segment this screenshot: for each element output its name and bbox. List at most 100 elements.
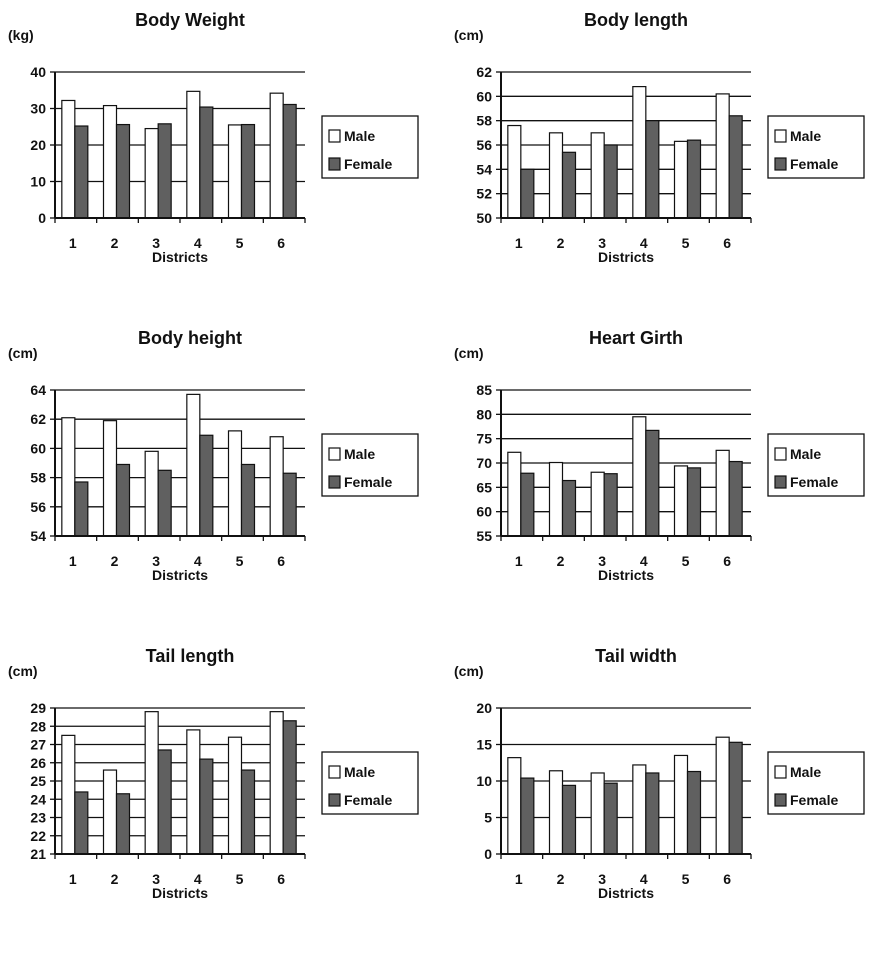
y-tick-label: 22 [30, 828, 46, 844]
bar-female [115, 793, 131, 855]
x-tick-label: 1 [69, 235, 77, 251]
bar-male [548, 770, 564, 855]
y-unit-label: (cm) [454, 663, 484, 679]
y-tick-label: 55 [476, 528, 492, 544]
bar-male [227, 736, 243, 855]
bar-female [520, 472, 535, 537]
bar-male [61, 417, 76, 537]
y-tick-label: 29 [30, 700, 46, 716]
chart-body-height: Body height (cm) 54 56 58 60 62 64 1 2 3 4 5 6 Distric… [0, 318, 446, 636]
bar-male [102, 420, 118, 537]
bar-female [728, 741, 743, 855]
legend-label-male: Male [344, 446, 375, 462]
legend-label-male: Male [790, 128, 821, 144]
x-tick-label: 4 [640, 871, 648, 887]
y-tick-label: 28 [30, 718, 46, 734]
legend-label-female: Female [344, 474, 392, 490]
chart-body-weight: Body Weight (kg) 0 10 20 30 40 1 2 3 4 5 6 Districts M… [0, 0, 446, 318]
y-unit-label: (cm) [8, 345, 38, 361]
bar-male [227, 124, 243, 219]
bar-male [507, 451, 522, 537]
y-tick-label: 75 [476, 431, 492, 447]
bar-female [240, 123, 256, 219]
x-tick-label: 6 [277, 553, 285, 569]
legend-swatch-female [774, 157, 787, 171]
x-tick-label: 2 [111, 871, 119, 887]
x-tick-label: 4 [194, 871, 202, 887]
legend-swatch-male [328, 447, 341, 461]
legend-swatch-female [328, 793, 341, 807]
bar-male [632, 85, 647, 219]
x-tick-label: 3 [598, 871, 606, 887]
bar-female [686, 770, 702, 855]
x-tick-label: 5 [236, 553, 244, 569]
bar-male [102, 769, 118, 855]
x-tick-label: 1 [69, 553, 77, 569]
y-tick-label: 25 [30, 773, 46, 789]
y-tick-label: 20 [476, 700, 492, 716]
bar-female [199, 106, 214, 219]
bar-male [632, 416, 647, 537]
bar-female [74, 125, 89, 219]
x-tick-label: 3 [152, 235, 160, 251]
y-tick-label: 40 [30, 64, 46, 80]
y-tick-label: 58 [30, 470, 46, 486]
x-tick-label: 2 [111, 553, 119, 569]
bar-female [282, 720, 297, 855]
chart-heart-girth-svg: Heart Girth (cm) 55 60 65 70 75 80 85 1 2 3 4 5 6 Distr… [454, 328, 865, 583]
x-tick-label: 2 [557, 871, 565, 887]
bar-male [269, 92, 284, 219]
legend-label-male: Male [790, 446, 821, 462]
y-tick-label: 70 [476, 455, 492, 471]
x-tick-label: 4 [640, 235, 648, 251]
y-tick-label: 56 [476, 137, 492, 153]
bar-male [102, 104, 118, 219]
x-tick-label: 6 [723, 553, 731, 569]
x-tick-label: 6 [277, 235, 285, 251]
chart-body-length: Body length (cm) 50 52 54 56 58 60 62 1 2 3 4 5 6 Distr… [446, 0, 892, 318]
chart-title: Tail length [146, 646, 235, 666]
y-unit-label: (cm) [8, 663, 38, 679]
legend-swatch-female [774, 793, 787, 807]
x-tick-label: 3 [598, 553, 606, 569]
bar-male [632, 764, 647, 855]
y-tick-label: 54 [476, 161, 492, 177]
bar-female [157, 749, 172, 855]
bar-female [157, 123, 172, 219]
y-tick-label: 54 [30, 528, 46, 544]
bar-male [590, 471, 605, 537]
y-tick-label: 26 [30, 755, 46, 771]
x-tick-label: 5 [236, 235, 244, 251]
bar-male [715, 449, 730, 537]
bar-male [507, 757, 522, 855]
x-tick-label: 1 [515, 235, 523, 251]
y-tick-label: 60 [476, 88, 492, 104]
bar-male [144, 127, 159, 219]
legend-label-female: Female [344, 156, 392, 172]
y-tick-label: 30 [30, 101, 46, 117]
bar-male [673, 140, 689, 219]
bar-male [186, 90, 201, 219]
y-tick-label: 21 [30, 846, 46, 862]
bar-female [199, 758, 214, 855]
y-tick-label: 65 [476, 479, 492, 495]
x-axis-title: Districts [598, 885, 654, 901]
y-unit-label: (cm) [454, 27, 484, 43]
chart-tail-width-svg: Tail width (cm) 0 5 10 15 20 1 2 3 4 5 6 Districts Mal… [454, 646, 865, 901]
bar-male [715, 93, 730, 219]
y-tick-label: 80 [476, 406, 492, 422]
chart-tail-length: Tail length (cm) 21 22 23 24 25 26 27 28 29 1 2 3 4 5 6 D… [0, 636, 446, 954]
bar-female [645, 120, 660, 219]
x-tick-label: 1 [515, 553, 523, 569]
bar-male [144, 450, 159, 537]
y-tick-label: 58 [476, 113, 492, 129]
bar-male [590, 772, 605, 855]
y-tick-label: 5 [484, 810, 492, 826]
bar-male [673, 465, 689, 537]
chart-title: Tail width [595, 646, 677, 666]
bar-male [548, 132, 564, 219]
legend-label-male: Male [344, 128, 375, 144]
x-tick-label: 5 [682, 235, 690, 251]
